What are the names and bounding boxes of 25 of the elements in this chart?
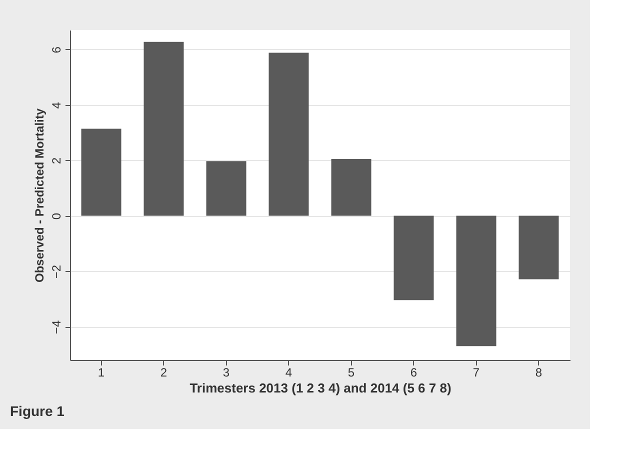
x-tick-label: 7 [472, 366, 480, 380]
caption: Figure 1 [10, 403, 65, 419]
bar [456, 216, 496, 346]
x-tick-label: 6 [410, 366, 418, 380]
y-tick-label: 6 [50, 46, 64, 54]
x-tick-label: 2 [160, 366, 168, 380]
y-tick-label: 2 [50, 157, 64, 164]
y-tick-label: −4 [50, 320, 64, 334]
bar [331, 158, 372, 216]
y-tick-label: −2 [50, 264, 64, 279]
x-axis-title: Trimesters 2013 (1 2 3 4) and 2014 (5 6 7 8) [190, 380, 452, 396]
x-tick-label: 4 [285, 366, 292, 380]
bar [518, 216, 559, 280]
x-tick-label: 1 [98, 366, 105, 380]
x-tick-label: 5 [348, 366, 355, 380]
y-axis-title: Observed - Predicted Mortality [32, 108, 46, 283]
bar [206, 161, 246, 216]
x-tick-label: 8 [535, 366, 542, 380]
bar [394, 216, 434, 300]
bar [144, 42, 184, 216]
x-tick-label: 3 [222, 366, 230, 380]
bar [268, 52, 309, 216]
y-tick-label: 4 [50, 102, 64, 109]
y-tick-label: 0 [50, 212, 64, 220]
bar [81, 128, 122, 216]
